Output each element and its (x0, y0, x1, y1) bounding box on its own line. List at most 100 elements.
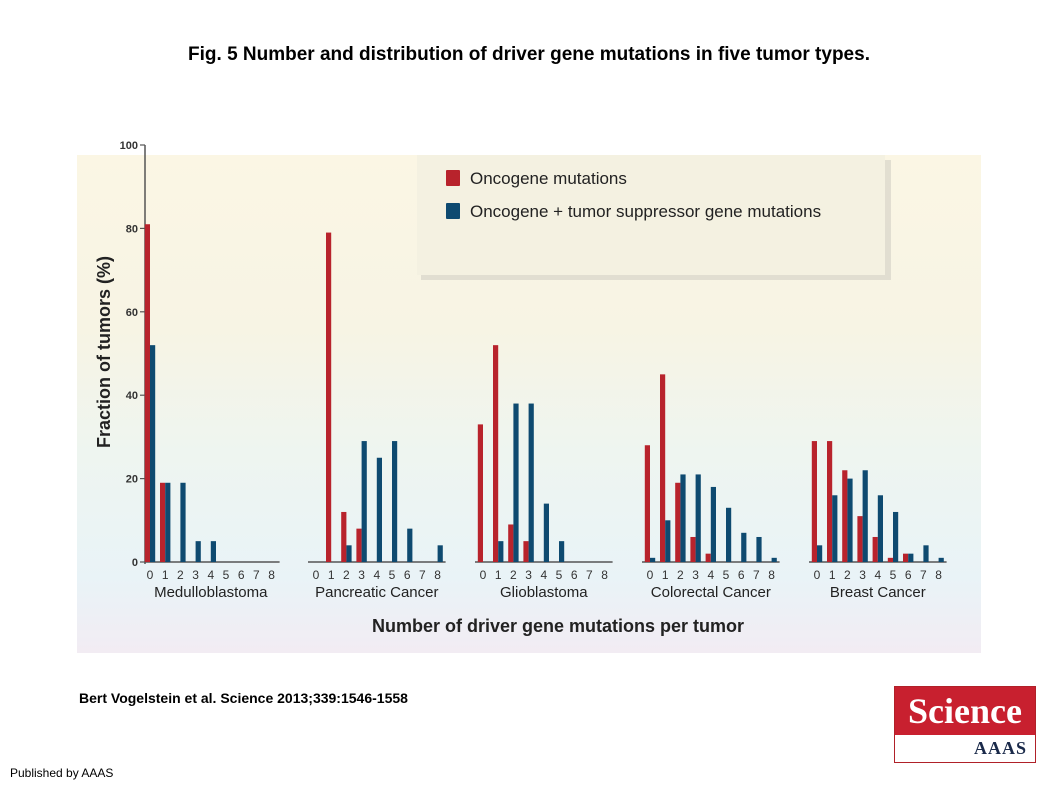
bar-oncogene-tumor-suppressor (559, 541, 565, 562)
y-tick-label: 20 (126, 474, 138, 486)
x-tick-label: 7 (253, 568, 260, 582)
x-tick-label: 7 (753, 568, 760, 582)
bar-oncogene (644, 445, 650, 562)
y-tick-label: 0 (132, 557, 138, 569)
x-tick-label: 5 (223, 568, 230, 582)
x-tick-label: 2 (177, 568, 184, 582)
x-tick-label: 6 (238, 568, 245, 582)
bar-oncogene-tumor-suppressor (195, 541, 201, 562)
x-tick-label: 0 (313, 568, 320, 582)
x-tick-label: 4 (707, 568, 714, 582)
x-tick-label: 4 (207, 568, 214, 582)
bar-oncogene (160, 482, 166, 562)
x-tick-label: 5 (890, 568, 897, 582)
bar-oncogene-tumor-suppressor (210, 541, 216, 562)
x-tick-label: 2 (510, 568, 517, 582)
bar-oncogene-tumor-suppressor (832, 495, 838, 562)
bar-oncogene (827, 441, 833, 562)
bar-oncogene (477, 424, 483, 562)
legend-swatch (446, 203, 460, 219)
x-tick-label: 1 (662, 568, 669, 582)
bar-oncogene (341, 511, 347, 562)
bar-oncogene-tumor-suppressor (346, 545, 352, 562)
bar-oncogene-tumor-suppressor (392, 441, 398, 562)
x-tick-label: 7 (920, 568, 927, 582)
x-tick-label: 1 (162, 568, 169, 582)
x-tick-label: 8 (434, 568, 441, 582)
bar-oncogene (872, 536, 878, 562)
bar-oncogene (842, 470, 848, 562)
bar-oncogene-tumor-suppressor (862, 470, 868, 562)
bar-oncogene (508, 524, 514, 562)
x-tick-label: 5 (389, 568, 396, 582)
legend-swatch (446, 170, 460, 186)
bar-oncogene (493, 345, 499, 562)
x-tick-label: 6 (738, 568, 745, 582)
bar-oncogene-tumor-suppressor (923, 545, 929, 562)
bar-oncogene-tumor-suppressor (817, 545, 823, 562)
citation: Bert Vogelstein et al. Science 2013;339:… (79, 690, 408, 706)
x-tick-label: 0 (147, 568, 154, 582)
bar-oncogene-tumor-suppressor (543, 503, 549, 562)
publisher-credit: Published by AAAS (10, 766, 114, 780)
y-tick-label: 80 (126, 223, 138, 235)
x-axis-title: Number of driver gene mutations per tumo… (372, 616, 744, 636)
bar-oncogene-tumor-suppressor (361, 441, 367, 562)
y-tick-label: 40 (126, 390, 138, 402)
legend-label: Oncogene mutations (470, 169, 627, 188)
x-tick-label: 0 (814, 568, 821, 582)
bar-oncogene-tumor-suppressor (376, 457, 382, 562)
bar-oncogene (857, 516, 863, 562)
bar-oncogene-tumor-suppressor (756, 536, 762, 562)
x-tick-label: 5 (723, 568, 730, 582)
bar-oncogene-tumor-suppressor (513, 403, 519, 562)
bar-oncogene-tumor-suppressor (908, 553, 914, 562)
bar-oncogene (523, 541, 529, 562)
x-tick-label: 6 (571, 568, 578, 582)
bar-oncogene (326, 232, 332, 562)
x-tick-label: 2 (677, 568, 684, 582)
x-tick-label: 3 (358, 568, 365, 582)
bar-oncogene-tumor-suppressor (938, 557, 944, 562)
bar-oncogene (660, 374, 666, 562)
x-tick-label: 0 (647, 568, 654, 582)
bar-oncogene (690, 536, 696, 562)
x-tick-label: 6 (905, 568, 912, 582)
x-tick-label: 3 (692, 568, 699, 582)
x-tick-label: 8 (935, 568, 942, 582)
bar-oncogene-tumor-suppressor (437, 545, 443, 562)
x-tick-label: 3 (859, 568, 866, 582)
figure-title: Fig. 5 Number and distribution of driver… (188, 44, 870, 65)
bar-oncogene-tumor-suppressor (180, 482, 186, 562)
y-tick-label: 60 (126, 307, 138, 319)
x-tick-label: 5 (556, 568, 563, 582)
bar-oncogene-tumor-suppressor (695, 474, 701, 562)
x-tick-label: 3 (525, 568, 532, 582)
science-logo-wordmark: Science (895, 687, 1035, 735)
bar-oncogene-tumor-suppressor (877, 495, 883, 562)
bar-oncogene-tumor-suppressor (847, 478, 853, 562)
bar-oncogene-tumor-suppressor (710, 486, 716, 562)
bar-oncogene-tumor-suppressor (893, 511, 899, 562)
bar-oncogene-tumor-suppressor (650, 557, 656, 562)
x-tick-label: 0 (480, 568, 487, 582)
x-tick-label: 3 (192, 568, 199, 582)
bar-oncogene-tumor-suppressor (407, 528, 413, 562)
bar-oncogene-tumor-suppressor (165, 482, 171, 562)
bar-oncogene-tumor-suppressor (150, 345, 156, 562)
x-tick-label: 2 (844, 568, 851, 582)
x-tick-label: 4 (874, 568, 881, 582)
bar-oncogene-tumor-suppressor (771, 557, 777, 562)
x-tick-label: 2 (343, 568, 350, 582)
y-axis-title: Fraction of tumors (%) (94, 256, 114, 448)
bar-oncogene-tumor-suppressor (680, 474, 686, 562)
group-label: Glioblastoma (500, 584, 588, 601)
bar-oncogene-tumor-suppressor (741, 532, 747, 562)
aaas-logo-wordmark: AAAS (973, 738, 1027, 758)
x-tick-label: 4 (540, 568, 547, 582)
bar-oncogene (705, 553, 711, 562)
bar-oncogene-tumor-suppressor (498, 541, 504, 562)
science-aaas-logo: Science AAAS (894, 686, 1036, 763)
bar-oncogene (144, 224, 150, 563)
